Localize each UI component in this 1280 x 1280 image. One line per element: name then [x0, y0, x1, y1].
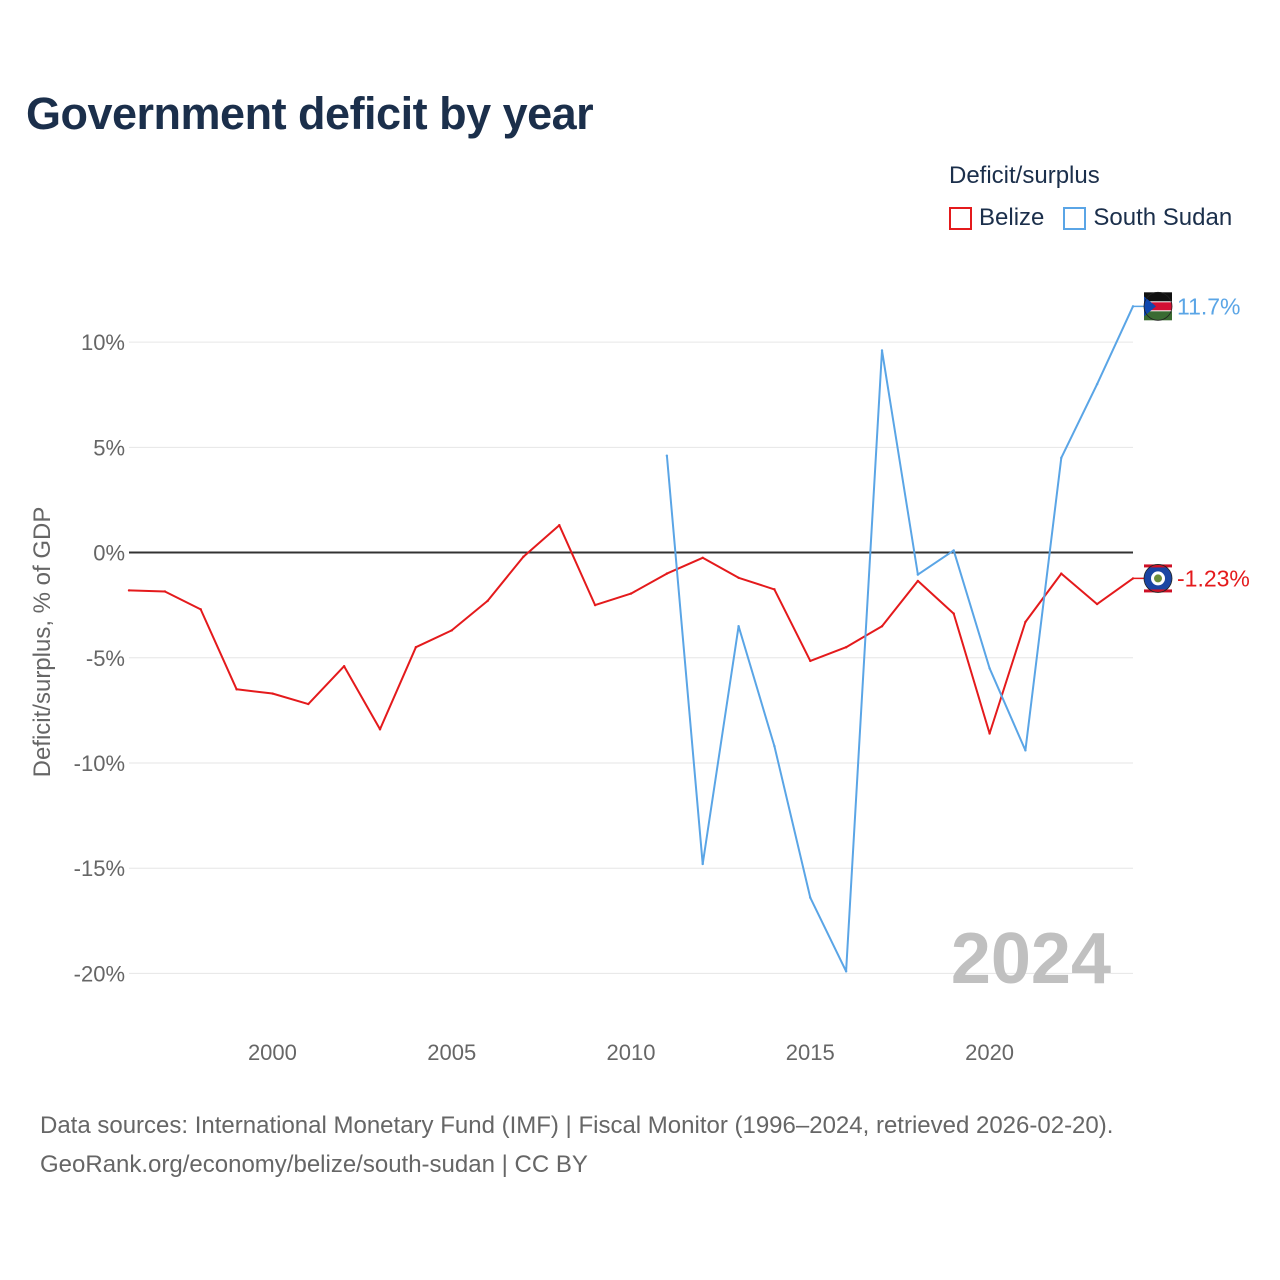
data-point-south-sudan — [665, 454, 669, 457]
flag-band — [1144, 302, 1172, 311]
legend-swatch-belize — [949, 206, 972, 230]
data-point-belize — [486, 599, 489, 603]
data-point-belize — [593, 603, 597, 607]
data-point-belize — [737, 576, 740, 579]
data-point-belize — [235, 688, 238, 691]
data-point-belize — [1131, 577, 1135, 580]
footer: Data sources: International Monetary Fun… — [40, 1106, 1113, 1184]
south-sudan-flag-icon — [1143, 291, 1173, 321]
legend-item-south-sudan[interactable]: South Sudan — [1063, 204, 1232, 232]
flag-bg — [1144, 292, 1172, 321]
data-point-belize — [342, 664, 346, 668]
y-tick-label: 5% — [93, 435, 125, 460]
data-point-south-sudan — [1024, 749, 1027, 752]
data-point-south-sudan — [1131, 305, 1135, 308]
y-tick-label: -20% — [74, 961, 125, 986]
data-point-belize — [629, 592, 633, 595]
data-point-belize — [701, 556, 704, 559]
flag-band — [1144, 311, 1172, 321]
data-point-belize — [127, 589, 131, 592]
x-tick-label: 2010 — [607, 1040, 656, 1065]
data-point-belize — [988, 732, 991, 735]
legend-title: Deficit/surplus — [949, 162, 1100, 189]
data-point-belize — [307, 702, 310, 706]
data-point-belize — [558, 523, 561, 527]
year-watermark: 2024 — [951, 919, 1111, 999]
flag-ring — [1143, 564, 1173, 593]
data-point-belize — [199, 608, 202, 611]
y-tick-label: -10% — [74, 751, 125, 776]
y-tick-label: -15% — [74, 856, 125, 881]
data-point-south-sudan — [916, 573, 920, 576]
y-tick-label: 0% — [93, 541, 125, 566]
x-tick-label: 2000 — [248, 1040, 297, 1065]
x-tick-label: 2005 — [427, 1040, 476, 1065]
data-point-belize — [665, 572, 669, 575]
data-point-belize — [844, 646, 848, 649]
data-sources: Data sources: International Monetary Fun… — [40, 1112, 1114, 1139]
y-axis-label: Deficit/surplus, % of GDP — [29, 507, 56, 778]
attribution-link[interactable]: GeoRank.org/economy/belize/south-sudan |… — [40, 1151, 588, 1178]
data-point-south-sudan — [988, 667, 991, 670]
data-point-south-sudan — [1095, 382, 1099, 386]
legend: Belize South Sudan — [949, 204, 1251, 232]
flag-emblem — [1151, 571, 1165, 586]
data-point-belize — [271, 692, 274, 695]
flag-ring — [1143, 291, 1173, 321]
series-line-belize — [128, 524, 1134, 735]
data-point-south-sudan — [701, 862, 704, 866]
end-value-label-south-sudan: 11.7% — [1177, 293, 1241, 319]
chart-title: Government deficit by year — [26, 88, 594, 139]
data-point-belize — [916, 579, 920, 583]
data-point-south-sudan — [1060, 456, 1063, 460]
legend-item-belize[interactable]: Belize — [949, 204, 1044, 232]
y-tick-label: -5% — [86, 646, 125, 671]
legend-swatch-south-sudan — [1063, 206, 1087, 230]
data-point-belize — [1024, 620, 1027, 624]
data-point-belize — [163, 590, 167, 593]
x-tick-label: 2015 — [786, 1040, 835, 1065]
data-point-south-sudan — [952, 549, 955, 552]
flag-bg — [1144, 564, 1172, 593]
data-point-belize — [952, 612, 955, 615]
data-point-south-sudan — [844, 970, 848, 973]
data-point-belize — [414, 646, 418, 649]
data-point-belize — [378, 728, 382, 731]
data-point-south-sudan — [773, 744, 776, 748]
flag-band — [1144, 564, 1172, 568]
data-point-south-sudan — [737, 624, 740, 628]
flag-band — [1144, 589, 1172, 593]
data-point-belize — [773, 588, 776, 591]
flag-emblem — [1154, 574, 1162, 583]
data-point-south-sudan — [809, 896, 812, 899]
series-line-south-sudan — [665, 305, 1134, 973]
data-point-belize — [522, 555, 525, 558]
y-tick-label: 10% — [81, 330, 125, 355]
belize-flag-icon — [1143, 564, 1173, 593]
data-point-belize — [1060, 572, 1063, 575]
legend-label-south-sudan: South Sudan — [1093, 204, 1233, 231]
end-value-label-belize: -1.23% — [1177, 565, 1250, 591]
data-point-belize — [809, 659, 812, 663]
data-point-belize — [1095, 602, 1099, 606]
flag-triangle — [1144, 296, 1156, 317]
legend-label-belize: Belize — [979, 204, 1045, 231]
flag-band — [1144, 292, 1172, 302]
data-point-belize — [450, 629, 453, 632]
data-point-belize — [880, 624, 884, 628]
data-point-south-sudan — [880, 349, 884, 352]
x-tick-label: 2020 — [965, 1040, 1014, 1065]
